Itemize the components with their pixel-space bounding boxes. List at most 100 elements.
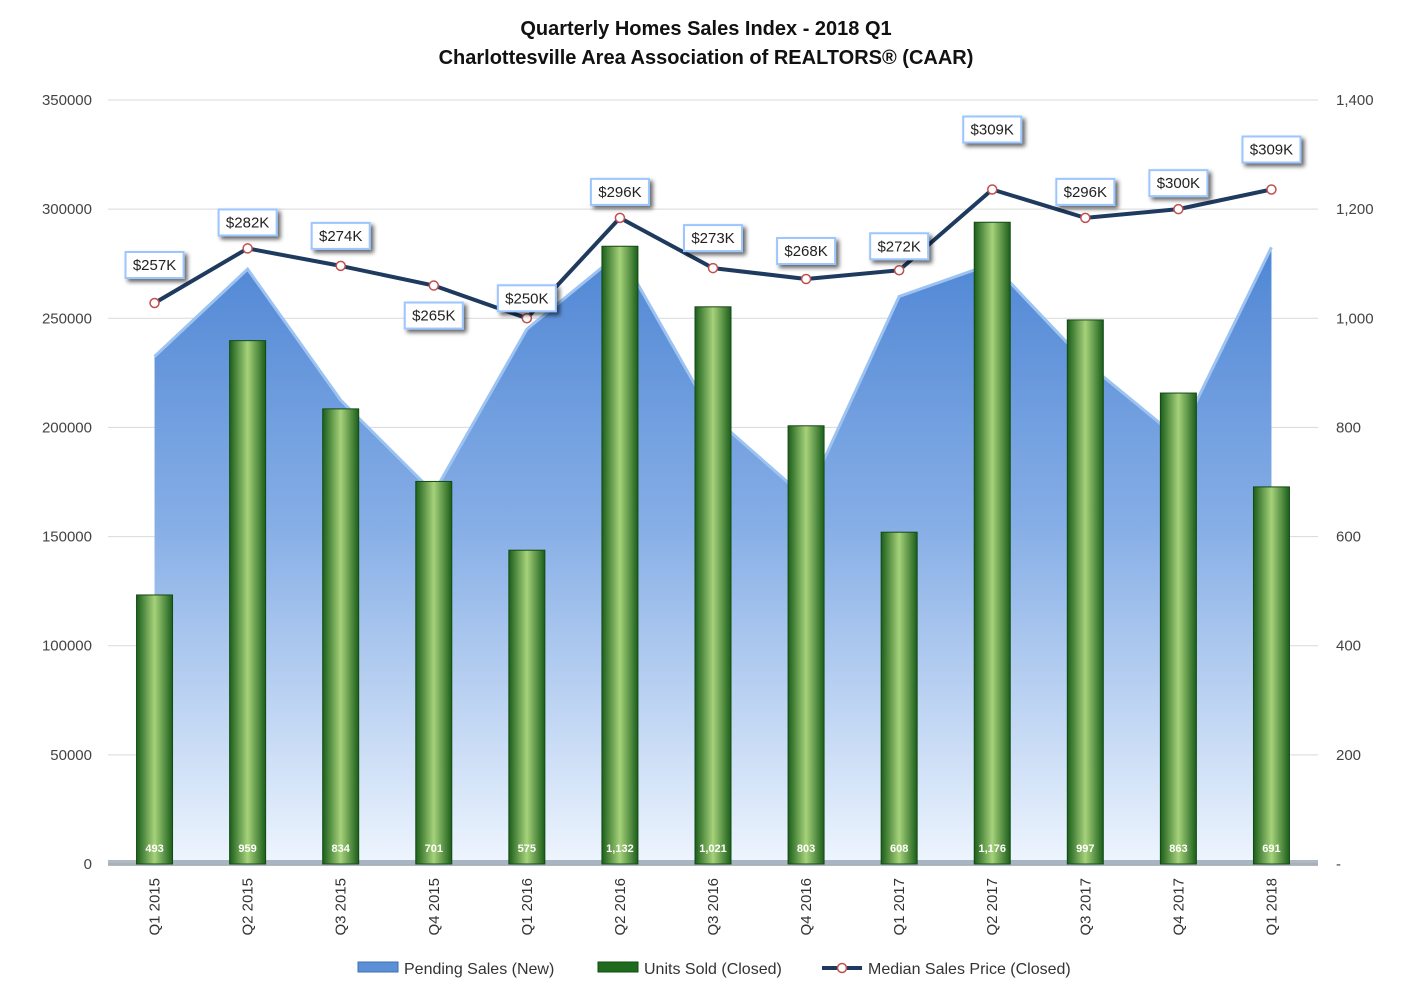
- y-left-tick-label: 350000: [42, 92, 92, 109]
- units-sold-label: 493: [145, 843, 163, 855]
- median-price-callout: $257K: [124, 251, 185, 280]
- y-left-tick-label: 200000: [42, 419, 92, 436]
- legend-swatch-bar: [597, 961, 639, 973]
- median-price-point: [335, 260, 346, 272]
- y-left-tick-label: 50000: [50, 747, 92, 764]
- median-price-label: $300K: [1157, 175, 1200, 192]
- x-tick-label: Q4 2017: [1170, 878, 1187, 936]
- callout-box: [962, 115, 1023, 144]
- y-right-tick-label: 200: [1336, 747, 1361, 764]
- median-price-point: [1080, 212, 1091, 224]
- callout-box: [310, 221, 371, 250]
- x-tick-label: Q3 2017: [1077, 878, 1094, 936]
- x-tick-label: Q1 2018: [1263, 878, 1280, 936]
- units-sold-bar: [1252, 486, 1290, 865]
- median-price-callout: $300K: [1148, 169, 1209, 198]
- y-right-tick-label: 600: [1336, 529, 1361, 546]
- y-right-tick-label: 1,000: [1336, 310, 1374, 327]
- y-left-tick-label: 150000: [42, 529, 92, 546]
- median-price-point: [800, 273, 812, 285]
- callout-box: [1055, 177, 1116, 206]
- units-sold-bar: [1066, 319, 1104, 865]
- x-tick-label: Q1 2015: [147, 878, 164, 936]
- median-price-callout: $296K: [1055, 177, 1116, 206]
- y-left-tick-label: 100000: [42, 638, 92, 655]
- units-sold-label: 803: [797, 843, 815, 855]
- units-sold-label: 608: [890, 843, 908, 855]
- median-price-point: [428, 280, 440, 291]
- units-sold-label: 834: [332, 843, 351, 855]
- chart-subtitle: Charlottesville Area Association of REAL…: [438, 47, 974, 69]
- median-price-label: $309K: [971, 121, 1014, 138]
- median-price-label: $273K: [691, 230, 734, 247]
- callout-box: [683, 224, 743, 253]
- y-right-tick-label: 1,200: [1336, 201, 1374, 218]
- units-sold-label: 959: [238, 843, 256, 855]
- median-price-label: $296K: [1064, 184, 1107, 201]
- callout-box: [1241, 135, 1302, 164]
- median-price-point: [707, 262, 719, 274]
- callout-box: [589, 177, 650, 206]
- median-price-label: $274K: [319, 228, 362, 245]
- units-sold-bar: [973, 221, 1011, 865]
- median-price-callout: $273K: [683, 224, 743, 253]
- x-tick-label: Q1 2017: [891, 878, 908, 936]
- median-price-label: $296K: [598, 184, 641, 201]
- units-sold-label: 691: [1262, 843, 1280, 855]
- x-tick-label: Q3 2015: [333, 878, 350, 936]
- legend-label: Pending Sales (New): [404, 961, 554, 978]
- median-price-label: $282K: [226, 214, 269, 231]
- units-sold-bar: [229, 340, 267, 865]
- median-price-callout: $265K: [403, 301, 464, 330]
- median-price-label: $268K: [784, 243, 827, 260]
- x-tick-label: Q4 2015: [426, 878, 443, 936]
- units-sold-bar: [787, 425, 825, 865]
- median-price-point: [614, 212, 626, 224]
- x-tick-label: Q1 2016: [519, 878, 536, 936]
- callout-box: [496, 284, 557, 313]
- median-price-label: $265K: [412, 308, 455, 325]
- units-sold-bar: [694, 306, 732, 865]
- median-price-label: $272K: [877, 238, 920, 255]
- median-price-label: $250K: [505, 290, 548, 307]
- callout-box: [124, 251, 185, 280]
- median-price-label: $309K: [1250, 141, 1293, 158]
- legend-swatch-area: [357, 961, 399, 973]
- units-sold-label: 1,132: [606, 843, 634, 855]
- median-price-label: $257K: [133, 257, 176, 274]
- median-price-callout: $250K: [496, 284, 557, 313]
- median-price-point: [986, 184, 998, 195]
- x-tick-label: Q2 2015: [240, 878, 257, 936]
- median-price-point: [149, 297, 160, 309]
- legend-swatch-marker: [836, 962, 848, 974]
- legend-item: Pending Sales (New): [357, 961, 554, 978]
- y-left-tick-label: 250000: [42, 310, 92, 327]
- units-sold-label: 1,176: [978, 843, 1006, 855]
- median-price-point: [1266, 184, 1277, 195]
- y-left-tick-label: 300000: [42, 201, 92, 218]
- legend-item: Median Sales Price (Closed): [822, 961, 1071, 978]
- callout-box: [1148, 169, 1209, 198]
- y-right-tick-label: -: [1336, 856, 1341, 873]
- units-sold-label: 863: [1169, 843, 1187, 855]
- x-tick-label: Q2 2016: [612, 878, 629, 936]
- callout-box: [869, 232, 930, 261]
- x-tick-label: Q2 2017: [984, 878, 1001, 936]
- median-price-point: [1173, 203, 1184, 215]
- legend-label: Median Sales Price (Closed): [868, 961, 1071, 978]
- y-right-tick-label: 800: [1336, 419, 1361, 436]
- x-tick-label: Q3 2016: [705, 878, 722, 936]
- legend-item: Units Sold (Closed): [597, 961, 782, 978]
- median-price-callout: $272K: [869, 232, 930, 261]
- median-price-point: [893, 265, 905, 276]
- chart-title: Quarterly Homes Sales Index - 2018 Q1: [520, 18, 892, 40]
- units-sold-bar: [136, 594, 174, 865]
- median-price-callout: $309K: [962, 115, 1023, 144]
- y-right-tick-label: 1,400: [1336, 92, 1374, 109]
- units-sold-bar: [601, 245, 639, 865]
- y-left-tick-label: 0: [84, 856, 92, 873]
- median-price-callout: $309K: [1241, 135, 1302, 164]
- median-price-callout: $274K: [310, 221, 371, 250]
